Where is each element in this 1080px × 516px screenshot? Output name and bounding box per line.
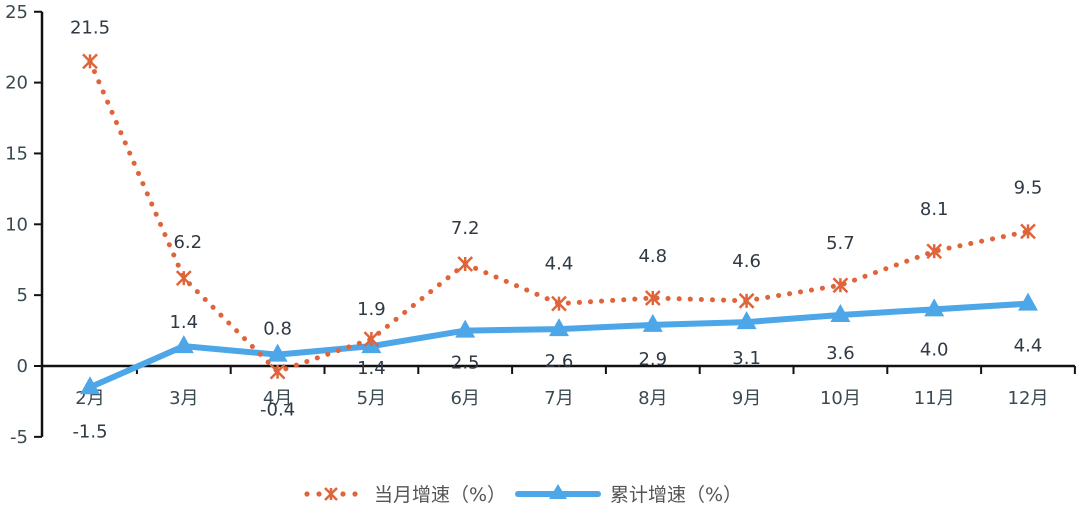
asterisk-marker [644, 290, 661, 306]
data-labels: 21.5 6.2 -0.4 1.9 7.2 4.4 4.8 4.6 5.7 8.1 9.5 -1.5 1… [70, 17, 1042, 442]
x-tick-label: 10月 [820, 388, 861, 409]
data-label-cumulative: 3.6 [826, 343, 855, 364]
y-tick-label: 5 [17, 285, 28, 306]
x-tick-label: 3月 [169, 388, 198, 409]
series-layer [80, 53, 1038, 395]
data-label-cumulative: 4.0 [920, 339, 949, 360]
legend-item-monthly: 当月增速（%） [304, 484, 506, 506]
data-label-cumulative: 1.4 [357, 358, 386, 379]
y-tick-label: 25 [5, 2, 28, 23]
data-label-cumulative: -1.5 [72, 421, 107, 442]
x-tick-label: 8月 [638, 388, 667, 409]
series-cumulative-line [88, 300, 1029, 391]
x-tick-label: 6月 [450, 388, 479, 409]
data-label-cumulative: 1.4 [169, 312, 198, 333]
legend-item-cumulative: 累计增速（%） [515, 484, 742, 506]
x-tick-label: 7月 [544, 388, 573, 409]
data-label-monthly: 4.4 [545, 254, 574, 275]
data-label-monthly: 4.6 [732, 251, 761, 272]
data-label-monthly: 5.7 [826, 233, 855, 254]
triangle-marker [924, 298, 945, 317]
x-tick-label: 5月 [357, 388, 386, 409]
asterisk-marker [363, 331, 380, 347]
triangle-marker [267, 343, 288, 362]
y-tick-label: 10 [5, 214, 28, 235]
triangle-marker [736, 311, 757, 330]
legend-label-monthly: 当月增速（%） [374, 484, 506, 506]
asterisk-marker [1020, 223, 1036, 240]
data-label-monthly: 6.2 [173, 232, 202, 253]
x-tick-label: 11月 [914, 388, 955, 409]
data-label-monthly: 21.5 [70, 17, 110, 38]
data-label-monthly: 9.5 [1014, 177, 1043, 198]
y-tick-label: 15 [5, 143, 28, 164]
triangle-marker [549, 318, 569, 337]
data-label-cumulative: 3.1 [732, 348, 761, 369]
triangle-marker [455, 319, 476, 338]
asterisk-marker [82, 53, 98, 70]
x-tick-label: 12月 [1008, 388, 1049, 409]
triangle-marker [830, 303, 851, 322]
asterisk-marker [269, 363, 286, 380]
data-label-monthly: 1.9 [357, 299, 386, 320]
legend: 当月增速（%） 累计增速（%） [304, 484, 742, 506]
data-label-cumulative: 2.9 [638, 349, 667, 370]
x-tick-label: 4月 [263, 388, 292, 409]
data-label-monthly: 7.2 [451, 218, 480, 239]
y-tick-label: 20 [5, 73, 28, 94]
asterisk-marker [832, 277, 849, 294]
data-label-cumulative: 2.6 [545, 351, 574, 372]
data-label-cumulative: 2.5 [451, 353, 480, 374]
data-label-monthly: -0.4 [260, 400, 295, 421]
data-label-cumulative: 0.8 [263, 319, 292, 340]
asterisk-marker [926, 243, 943, 260]
triangle-marker [173, 335, 194, 354]
data-label-monthly: 8.1 [920, 199, 949, 220]
triangle-marker [80, 376, 100, 395]
triangle-marker [642, 313, 663, 332]
asterisk-marker [175, 270, 192, 287]
data-label-monthly: 4.8 [638, 246, 667, 267]
triangle-marker [1018, 292, 1038, 311]
y-tick-label: -5 [10, 427, 28, 448]
legend-label-cumulative: 累计增速（%） [610, 484, 742, 506]
data-label-cumulative: 4.4 [1014, 336, 1043, 357]
asterisk-marker [551, 295, 567, 312]
y-tick-label: 0 [17, 356, 28, 377]
asterisk-marker [457, 256, 474, 272]
x-tick-label: 9月 [732, 388, 761, 409]
asterisk-marker [738, 292, 755, 309]
